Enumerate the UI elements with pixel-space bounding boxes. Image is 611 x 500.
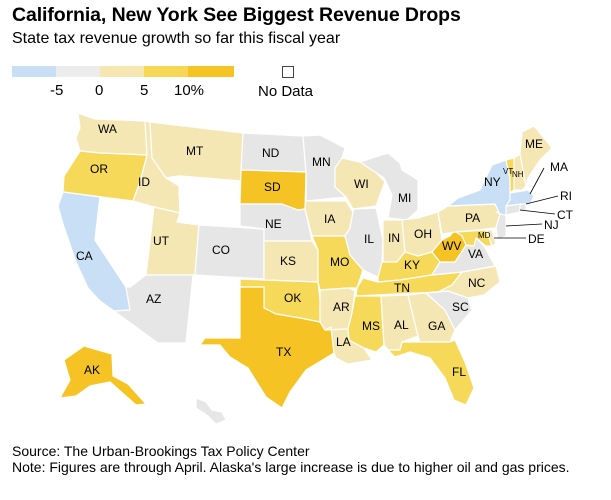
label-ne: NE [265, 217, 282, 231]
chart-footer: Source: The Urban-Brookings Tax Policy C… [12, 443, 602, 475]
state-wy[interactable] [176, 175, 242, 227]
leader-nj [505, 223, 543, 227]
label-ok: OK [284, 291, 301, 305]
label-az: AZ [146, 292, 161, 306]
label-md: MD [478, 231, 491, 240]
chart-subtitle: State tax revenue growth so far this fis… [12, 30, 341, 47]
legend-tick-0: 0 [95, 82, 104, 99]
label-wi: WI [354, 177, 369, 191]
state-nc[interactable] [425, 265, 501, 299]
label-ia: IA [324, 212, 335, 226]
legend-no-data-swatch [282, 66, 294, 78]
label-va: VA [468, 247, 483, 261]
label-oh: OH [414, 227, 432, 241]
state-nm[interactable] [185, 274, 241, 346]
color-legend: -5 0 5 10% No Data [12, 66, 342, 106]
label-ak: AK [84, 363, 100, 377]
source-note: Source: The Urban-Brookings Tax Policy C… [12, 443, 310, 459]
state-vt[interactable] [505, 157, 515, 194]
label-ct: CT [557, 208, 574, 222]
label-ca: CA [76, 249, 93, 263]
legend-tick-10: 10% [174, 82, 205, 99]
legend-tick-minus5: -5 [50, 82, 64, 99]
label-vt: VT [503, 167, 513, 176]
label-tx: TX [276, 345, 291, 359]
state-az[interactable] [113, 274, 194, 344]
label-mi: MI [398, 191, 411, 205]
label-al: AL [394, 318, 409, 332]
label-ar: AR [333, 300, 350, 314]
label-nh: NH [512, 170, 524, 179]
label-nj: NJ [544, 218, 559, 232]
label-mo: MO [330, 255, 349, 269]
state-de[interactable] [485, 229, 497, 247]
label-sc: SC [452, 300, 469, 314]
label-de: DE [528, 232, 545, 246]
leader-ri [525, 195, 559, 205]
state-tx[interactable] [199, 286, 335, 409]
legend-swatch-decline [12, 66, 56, 77]
state-fl[interactable] [387, 339, 475, 406]
state-hi[interactable] [195, 397, 227, 425]
state-il[interactable] [344, 207, 384, 278]
label-sd: SD [264, 180, 281, 194]
label-ky: KY [404, 258, 420, 272]
label-fl: FL [452, 365, 466, 379]
label-ks: KS [280, 254, 296, 268]
label-me: ME [525, 137, 543, 151]
label-ri: RI [560, 189, 572, 203]
footnote: Note: Figures are through April. Alaska'… [12, 459, 570, 475]
label-nc: NC [468, 276, 486, 290]
legend-swatch-low [100, 66, 144, 77]
legend-swatch-high [188, 66, 234, 77]
chart-title: California, New York See Biggest Revenue… [12, 4, 461, 26]
label-ma: MA [550, 160, 568, 174]
legend-no-data-label: No Data [258, 83, 314, 100]
label-or: OR [90, 162, 108, 176]
label-ms: MS [362, 319, 380, 333]
label-mt: MT [186, 144, 204, 158]
state-ak[interactable] [59, 345, 147, 406]
label-wa: WA [98, 122, 117, 136]
label-pa: PA [465, 211, 480, 225]
state-me[interactable] [519, 125, 553, 187]
state-nh[interactable] [513, 153, 527, 191]
label-mn: MN [312, 155, 331, 169]
us-state-map: WA OR CA ID MT UT AZ CO ND SD NE KS OK T… [57, 112, 574, 425]
leader-ma [529, 167, 545, 195]
label-il: IL [364, 232, 374, 246]
label-ut: UT [153, 234, 170, 248]
label-in: IN [388, 231, 400, 245]
legend-swatch-mid [144, 66, 188, 77]
legend-tick-5: 5 [140, 82, 149, 99]
leader-ct [519, 209, 556, 215]
label-ga: GA [428, 319, 445, 333]
label-nd: ND [262, 146, 280, 160]
label-id: ID [138, 175, 150, 189]
label-tn: TN [394, 281, 410, 295]
label-wv: WV [442, 239, 461, 253]
legend-swatch-flat [56, 66, 100, 77]
state-ma[interactable] [505, 189, 535, 207]
label-ny: NY [484, 175, 501, 189]
label-la: LA [336, 335, 351, 349]
label-co: CO [212, 243, 230, 257]
state-mi[interactable] [359, 152, 419, 221]
